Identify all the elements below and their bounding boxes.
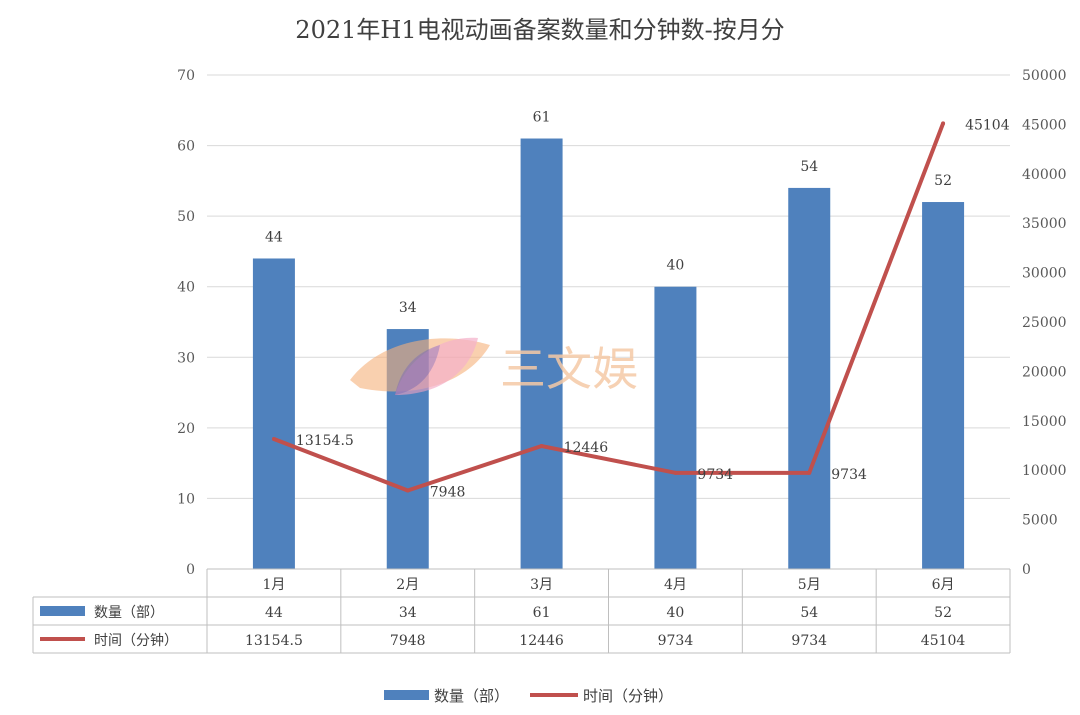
right-tick-label: 10000 [1022,463,1067,479]
right-tick-label: 30000 [1022,266,1067,282]
chart-title: 2021年H1电视动画备案数量和分钟数-按月分 [295,16,784,44]
x-axis-category-label: 5月 [798,577,821,593]
legend-swatch-count [384,690,429,700]
table-cell-count: 34 [399,605,417,621]
right-tick-label: 45000 [1022,117,1067,133]
data-labels: 44 34 61 40 54 52 13154.5 7948 12446 9734 9734 4510… [265,110,1010,501]
right-tick-label: 5000 [1022,513,1058,529]
table-cell-minutes: 45104 [921,633,966,649]
table-cell-minutes: 7948 [390,633,426,649]
bar-data-label: 34 [399,300,417,316]
bar [520,138,563,569]
line-point [539,444,544,449]
right-tick-label: 15000 [1022,414,1067,430]
x-axis-category-label: 2月 [396,577,419,593]
left-tick-label: 60 [177,139,195,155]
table-cell-minutes: 13154.5 [245,633,303,649]
line-point [271,437,276,442]
watermark-text: 三文娱 [500,342,638,396]
watermark-petal-pink [395,337,478,395]
right-tick-label: 25000 [1022,315,1067,331]
line-point [405,488,410,493]
bar [788,187,831,569]
bar-data-label: 54 [800,159,818,175]
line-point [941,121,946,126]
table-key-bar [40,606,85,616]
left-tick-label: 70 [177,68,195,84]
line-point [673,470,678,475]
bar [922,202,965,569]
table-cell-count: 61 [533,605,551,621]
data-table: 1月 44 13154.5 2月 34 7948 3月 61 12446 4月 40 9734 5月 54… [32,568,1011,654]
left-tick-label: 0 [186,562,195,578]
left-axis-ticks: 0 10 20 30 40 50 60 70 [177,68,195,578]
table-cell-count: 40 [667,605,685,621]
line-data-label: 7948 [430,484,466,500]
right-tick-label: 0 [1022,562,1031,578]
legend-label-count: 数量（部） [434,687,509,705]
left-tick-label: 20 [177,421,195,437]
line-series [271,121,946,493]
legend-label-minutes: 时间（分钟） [583,687,673,705]
watermark-petal-purple [395,345,440,395]
line-data-label: 12446 [564,440,609,456]
table-cell-minutes: 9734 [658,633,694,649]
right-tick-label: 35000 [1022,216,1067,232]
table-row-header-count: 数量（部） [94,605,164,621]
table-cell-minutes: 12446 [519,633,564,649]
left-tick-label: 50 [177,209,195,225]
x-axis-category-label: 1月 [262,577,285,593]
right-tick-label: 20000 [1022,364,1067,380]
bar-data-label: 61 [533,110,551,126]
bar [654,286,697,569]
line-data-label: 9734 [831,467,867,483]
left-tick-label: 40 [177,280,195,296]
table-row-header-minutes: 时间（分钟） [94,632,178,649]
right-tick-label: 40000 [1022,167,1067,183]
line-point [807,470,812,475]
legend: 数量（部） 时间（分钟） [384,687,673,705]
left-tick-label: 10 [177,491,195,507]
x-axis-category-label: 6月 [932,577,955,593]
bar [252,258,295,569]
bar-data-label: 40 [667,258,685,274]
line-data-label: 13154.5 [296,433,354,449]
line-data-label: 45104 [965,117,1010,133]
gridlines [207,74,1010,570]
watermark-logo: 三文娱 [350,337,638,396]
table-cell-count: 54 [800,605,818,621]
time-line [273,122,945,493]
bar-data-label: 44 [265,229,283,245]
left-tick-label: 30 [177,350,195,366]
x-axis-category-label: 4月 [664,577,687,593]
bar-data-label: 52 [934,173,952,189]
right-axis-ticks: 0 5000 10000 15000 20000 25000 30000 35000 40000… [1022,68,1067,578]
table-cell-count: 52 [934,605,952,621]
table-cell-count: 44 [265,605,283,621]
line-data-label: 9734 [697,467,733,483]
right-tick-label: 50000 [1022,68,1067,84]
x-axis-category-label: 3月 [530,577,553,593]
table-cell-minutes: 9734 [791,633,827,649]
